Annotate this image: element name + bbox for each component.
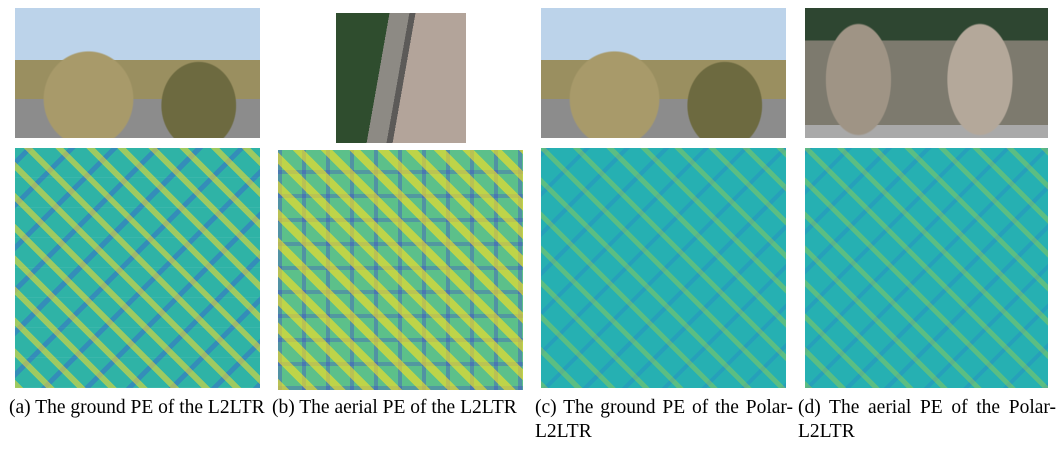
heatmap [541,148,786,388]
caption: (c) The ground PE of the Polar-L2LTR [535,397,793,442]
caption: (b) The aerial PE of the L2LTR [272,397,517,418]
ground-image [541,8,786,138]
polar-aerial-image [805,8,1048,138]
heatmap [15,148,260,388]
caption: (d) The aerial PE of the Polar-L2LTR [798,397,1056,442]
heatmap [278,150,523,390]
aerial-image [336,13,466,143]
heatmap [805,148,1048,388]
caption: (a) The ground PE of the L2LTR [9,397,265,418]
ground-image [15,8,260,138]
